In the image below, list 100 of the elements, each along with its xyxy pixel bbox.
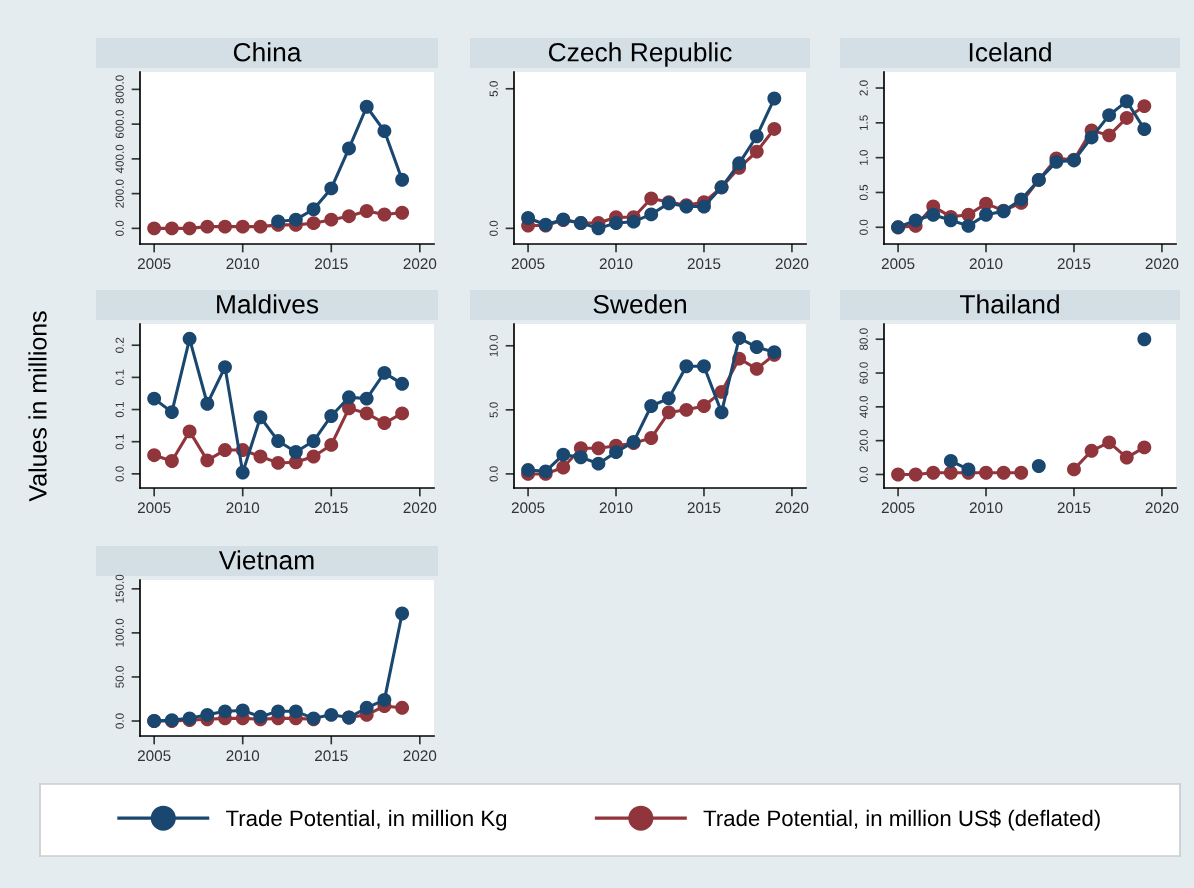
point <box>1119 94 1134 109</box>
chart-title: China <box>233 42 302 62</box>
chart-title: Iceland <box>969 42 1051 62</box>
y-axis-title: Values in millions <box>28 311 47 502</box>
point <box>661 391 676 406</box>
point <box>908 213 923 228</box>
point <box>182 331 197 346</box>
point <box>1137 99 1152 114</box>
point <box>1137 122 1152 137</box>
point <box>591 221 606 236</box>
point <box>182 424 197 439</box>
point <box>679 359 694 374</box>
point <box>891 467 906 482</box>
point <box>732 331 747 346</box>
chart-title: Thailand <box>959 294 1059 314</box>
point <box>235 219 250 234</box>
point <box>661 405 676 420</box>
point <box>679 402 694 417</box>
point <box>1031 459 1046 473</box>
point <box>1119 450 1134 465</box>
point <box>200 707 215 722</box>
point <box>521 211 536 225</box>
point <box>714 405 729 420</box>
point <box>1119 111 1134 125</box>
point <box>324 212 339 227</box>
point <box>377 692 392 707</box>
point <box>395 700 410 715</box>
point <box>359 99 374 114</box>
point <box>200 453 215 468</box>
point <box>1067 462 1081 477</box>
point <box>943 465 958 480</box>
point <box>749 144 764 159</box>
point <box>395 172 410 187</box>
point <box>1102 128 1117 143</box>
point <box>342 141 356 156</box>
point <box>377 207 392 222</box>
point <box>306 449 321 464</box>
point <box>573 450 588 465</box>
point <box>235 703 250 718</box>
point <box>359 700 374 715</box>
point <box>1102 435 1117 450</box>
point <box>926 465 941 480</box>
point <box>271 704 286 719</box>
point <box>164 405 179 420</box>
point <box>1014 465 1029 480</box>
point <box>979 207 993 222</box>
point <box>609 216 623 230</box>
chart-title: Sweden <box>593 294 686 314</box>
point <box>342 390 356 405</box>
point <box>218 443 232 457</box>
point <box>253 219 268 234</box>
point <box>609 445 623 460</box>
point <box>556 447 571 462</box>
point <box>253 410 268 425</box>
point <box>1084 130 1099 145</box>
point <box>767 122 782 136</box>
point <box>1137 332 1152 347</box>
point <box>359 391 374 406</box>
point <box>697 399 711 413</box>
point <box>1084 443 1099 458</box>
point <box>164 454 179 468</box>
point <box>147 391 162 406</box>
point <box>324 409 339 423</box>
point <box>908 467 923 482</box>
chart-title: Vietnam <box>218 550 314 570</box>
point <box>324 437 339 452</box>
point <box>218 219 232 234</box>
point <box>235 465 250 480</box>
point <box>644 399 659 413</box>
point <box>342 209 356 224</box>
point <box>306 434 321 448</box>
point <box>359 406 374 421</box>
point <box>1137 440 1152 455</box>
point <box>749 361 764 376</box>
point <box>271 455 286 470</box>
legend-label: Trade Potential, in million US$ (deflated) <box>703 809 1100 831</box>
point <box>147 448 162 463</box>
point <box>644 207 659 222</box>
point <box>996 465 1011 480</box>
point <box>979 465 993 480</box>
point <box>377 124 392 139</box>
chart-title: Maldives <box>217 294 319 314</box>
point <box>147 221 162 236</box>
point <box>359 204 374 218</box>
point <box>288 212 303 227</box>
point <box>926 207 941 222</box>
point <box>164 221 179 236</box>
point <box>324 707 339 722</box>
point <box>591 441 606 456</box>
point <box>253 449 268 464</box>
point <box>306 202 321 217</box>
point <box>395 606 410 621</box>
point <box>749 340 764 355</box>
point <box>395 205 410 220</box>
legend-label: Trade Potential, in million Kg <box>226 809 507 831</box>
point <box>306 216 321 231</box>
point <box>218 360 232 375</box>
point <box>697 359 711 374</box>
point <box>324 181 339 196</box>
point <box>644 431 659 445</box>
